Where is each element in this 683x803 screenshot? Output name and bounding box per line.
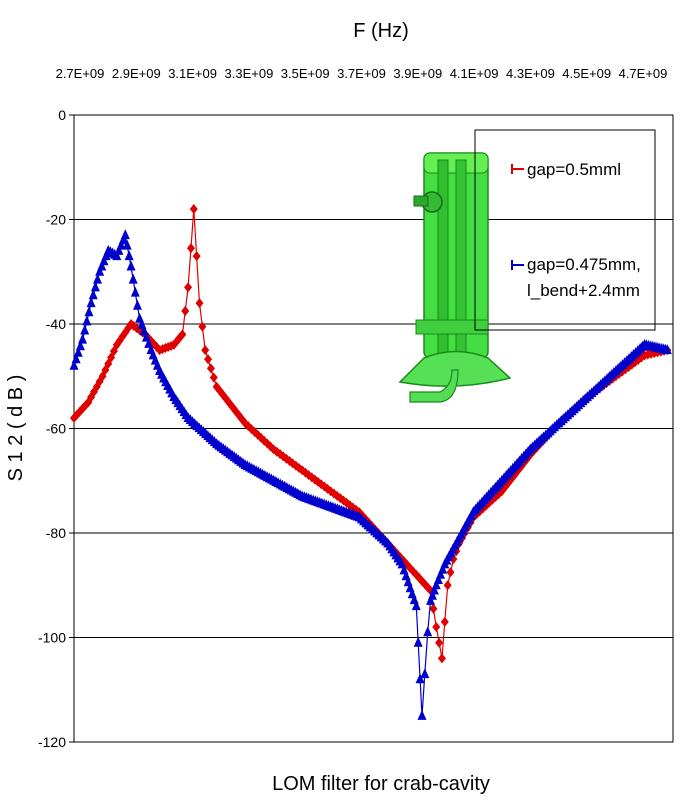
series-line <box>73 233 668 716</box>
x-tick-label: 4.5E+09 <box>562 66 611 81</box>
data-point <box>88 289 98 300</box>
y-tick-label: -60 <box>46 421 66 437</box>
data-point <box>433 574 443 585</box>
chart-title: LOM filter for crab-cavity <box>272 773 490 795</box>
x-tick-label: 4.7E+09 <box>619 66 668 81</box>
data-point <box>71 353 81 364</box>
x-tick-label: 3.7E+09 <box>337 66 386 81</box>
data-point <box>178 329 187 340</box>
data-point <box>184 282 193 293</box>
data-point <box>446 567 455 578</box>
x-tick-label: 2.9E+09 <box>112 66 161 81</box>
data-point <box>427 589 437 600</box>
data-point <box>206 363 215 374</box>
data-point <box>435 637 444 648</box>
series-blue <box>69 229 672 720</box>
data-point <box>420 668 430 679</box>
data-point <box>429 584 439 595</box>
data-point <box>431 579 441 590</box>
data-point <box>437 653 446 664</box>
x-tick-label: 3.1E+09 <box>168 66 217 81</box>
legend-label-blue-line2: l_bend+2.4mm <box>527 281 640 300</box>
data-point <box>432 622 441 633</box>
y-tick-label: -40 <box>46 316 66 332</box>
data-point <box>201 345 210 356</box>
data-point <box>84 306 94 317</box>
data-point <box>122 239 132 250</box>
data-point <box>662 344 672 355</box>
x-tick-label: 3.3E+09 <box>225 66 274 81</box>
data-point <box>426 594 436 605</box>
data-point <box>95 265 105 276</box>
legend-item-red: gap=0.5mml <box>511 160 621 179</box>
data-point <box>116 239 126 250</box>
x-axis-title: F (Hz) <box>353 20 409 42</box>
x-tick-label: 4.1E+09 <box>450 66 499 81</box>
legend: gap=0.5mml gap=0.475mm, l_bend+2.4mm <box>474 129 656 331</box>
data-point <box>413 636 423 647</box>
legend-label-blue-line1: gap=0.475mm, <box>527 255 641 274</box>
data-point <box>101 250 111 261</box>
y-axis-title: S 1 2 ( d B ) <box>5 375 27 482</box>
data-point <box>97 260 107 271</box>
data-point <box>189 204 198 215</box>
y-tick-label: -20 <box>46 212 66 228</box>
x-tick-label: 4.3E+09 <box>506 66 555 81</box>
data-point <box>132 299 142 310</box>
data-point <box>80 324 90 335</box>
data-point <box>438 563 448 574</box>
data-point <box>128 273 138 284</box>
data-point <box>415 673 425 684</box>
data-point <box>99 255 109 266</box>
data-point <box>186 243 195 254</box>
data-point <box>75 340 85 351</box>
y-tick-label: -120 <box>38 734 66 750</box>
data-point <box>93 273 103 284</box>
data-point <box>417 709 427 720</box>
data-point <box>181 305 190 316</box>
x-tick-label: 2.7E+09 <box>56 66 105 81</box>
data-point <box>126 260 136 271</box>
data-point <box>443 580 452 591</box>
data-point <box>90 281 100 292</box>
data-point <box>198 321 207 332</box>
data-point <box>130 286 140 297</box>
data-point <box>78 333 88 344</box>
data-point <box>209 372 218 383</box>
data-point <box>204 354 213 365</box>
x-tick-label: 3.9E+09 <box>393 66 442 81</box>
data-point <box>429 603 438 614</box>
x-tick-labels: 2.7E+09 2.9E+09 3.1E+09 3.3E+09 3.5E+09 3.7E+… <box>56 66 668 81</box>
data-point <box>195 298 204 309</box>
data-point <box>73 346 83 357</box>
data-point <box>114 244 124 255</box>
data-point <box>192 251 201 262</box>
data-point <box>440 616 449 627</box>
legend-label-red: gap=0.5mml <box>527 160 621 179</box>
data-point <box>411 600 421 611</box>
data-point <box>118 234 128 245</box>
data-point <box>112 250 122 261</box>
data-point <box>82 315 92 326</box>
y-tick-label: -80 <box>46 525 66 541</box>
data-point <box>423 626 433 637</box>
legend-label-blue: gap=0.475mm, l_bend+2.4mm <box>527 255 646 300</box>
series-line <box>73 209 668 659</box>
data-point <box>120 229 130 240</box>
legend-box <box>474 129 656 331</box>
data-point <box>86 297 96 308</box>
series-layer <box>69 204 672 720</box>
data-point <box>436 568 446 579</box>
y-tick-label: -100 <box>38 630 66 646</box>
data-point <box>124 250 134 261</box>
x-tick-label: 3.5E+09 <box>281 66 330 81</box>
crab-cavity-image <box>398 152 512 403</box>
data-point <box>69 359 79 370</box>
plot-area-border <box>73 114 674 743</box>
y-tick-labels: 0 -20 -40 -60 -80 -100 -120 <box>38 107 74 750</box>
gridlines <box>74 219 673 638</box>
y-tick-label: 0 <box>58 107 66 123</box>
legend-item-blue: gap=0.475mm, l_bend+2.4mm <box>511 255 646 300</box>
